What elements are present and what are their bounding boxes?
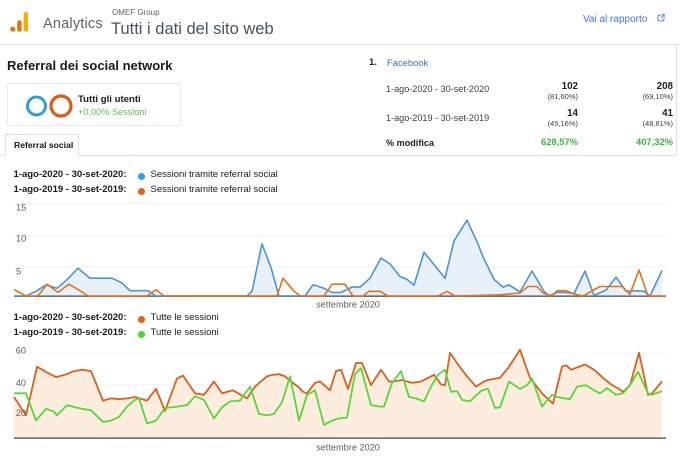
- svg-text:10: 10: [16, 234, 26, 244]
- svg-text:5: 5: [16, 266, 21, 276]
- svg-text:40: 40: [16, 378, 26, 388]
- svg-text:settembre 2020: settembre 2020: [316, 443, 380, 453]
- svg-text:60: 60: [16, 345, 26, 355]
- svg-text:15: 15: [16, 202, 26, 212]
- svg-text:settembre 2020: settembre 2020: [316, 300, 380, 310]
- svg-text:20: 20: [16, 408, 26, 418]
